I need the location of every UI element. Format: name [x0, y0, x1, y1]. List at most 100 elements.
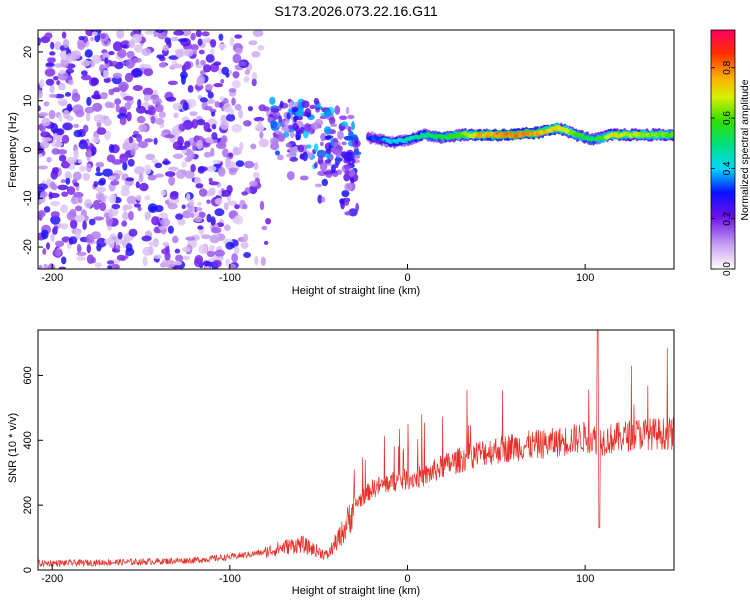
spectrogram-cell	[73, 191, 84, 199]
spectrogram-cell	[92, 102, 103, 112]
spectrogram-cell	[201, 234, 211, 240]
spectrogram-cell	[108, 51, 115, 56]
spectrogram-cell	[226, 113, 236, 122]
spectrogram-cell	[58, 82, 66, 91]
spectrogram-cell	[299, 175, 309, 181]
spectrogram-cell	[58, 69, 66, 74]
spectrogram-cell	[52, 76, 59, 81]
spectrogram-cell	[208, 181, 219, 186]
spectrogram-cell	[198, 188, 208, 197]
spectrogram-cell	[60, 179, 67, 184]
spectrogram-cell	[83, 124, 89, 133]
spectrogram-cell	[127, 158, 135, 167]
spectrogram-cell	[73, 123, 79, 128]
spectrogram-cell	[299, 153, 305, 160]
spectrogram-cell	[257, 120, 263, 130]
spectrogram-cell	[99, 64, 106, 73]
spectrogram-cell	[202, 243, 208, 251]
spectrogram-cell	[61, 134, 70, 144]
spectrogram-cell	[70, 50, 81, 60]
spectrogram-cell	[319, 162, 328, 172]
spectrogram-cell	[65, 177, 71, 185]
spectrogram-cell	[158, 225, 166, 230]
spectrogram-cell	[148, 241, 159, 247]
colorbar-tick-label: 0.4	[722, 161, 733, 175]
spectrogram-cell	[343, 164, 352, 170]
spectrogram-cell	[107, 265, 112, 269]
spectrogram-cell	[132, 57, 142, 63]
spectrogram-cell	[167, 202, 178, 210]
spectrogram-cell	[219, 96, 224, 102]
spectrogram-cell	[136, 115, 146, 124]
spectrogram-cell	[54, 248, 62, 257]
spectrogram-cell	[156, 104, 164, 113]
spectrogram-cell	[86, 163, 92, 173]
spectrogram-cell	[181, 161, 187, 168]
y-tick-label: 200	[22, 496, 34, 514]
spectrogram-cell	[164, 251, 171, 261]
spectrogram-cell	[343, 173, 351, 182]
spectrogram-cell	[38, 183, 48, 190]
spectrogram-cell	[71, 92, 81, 103]
spectrogram-cell	[54, 93, 65, 99]
spectrogram-cell	[197, 38, 203, 46]
spectrogram-cell	[93, 216, 105, 221]
spectrogram-ridge-cell	[670, 132, 674, 137]
spectrogram-cell	[291, 106, 299, 113]
spectrogram-cell	[159, 62, 167, 68]
spectrogram-cell	[197, 201, 202, 207]
spectrogram-cell	[86, 244, 92, 254]
spectrogram-cell	[153, 226, 161, 234]
spectrogram-cell	[58, 114, 63, 122]
spectrogram-cell	[86, 254, 95, 264]
spectrogram-cell	[74, 229, 81, 240]
spectrogram-cell	[93, 181, 99, 188]
spectrogram-cell	[41, 137, 53, 142]
spectrogram-cell	[162, 259, 174, 265]
spectrogram-cell	[293, 115, 297, 123]
spectrogram-cell	[147, 203, 158, 214]
spectrogram-cell	[167, 225, 174, 234]
spectrogram-cell	[135, 194, 142, 201]
spectrogram-cell	[124, 72, 134, 83]
spectrogram-cell	[195, 207, 203, 212]
spectrogram-cell	[100, 92, 108, 100]
spectrogram-cell	[81, 70, 88, 76]
spectrogram-cell	[309, 104, 316, 110]
spectrogram-cell	[207, 91, 214, 99]
spectrogram-cell	[304, 123, 311, 132]
spectrogram-cell	[38, 37, 41, 46]
spectrogram-cell	[324, 159, 332, 164]
spectrogram-cell	[323, 126, 332, 135]
spectrogram-cell	[175, 213, 184, 220]
spectrogram-cell	[123, 146, 133, 151]
spectrogram-cell	[86, 111, 91, 122]
spectrogram-cell	[57, 184, 69, 191]
spectrogram-cell	[320, 133, 327, 142]
spectrogram-cell	[183, 255, 190, 261]
spectrogram-cell	[112, 72, 122, 79]
spectrogram-cell	[122, 161, 128, 171]
spectrogram-cell	[168, 175, 176, 186]
spectrogram-cell	[54, 41, 62, 51]
spectrogram-cell	[108, 239, 115, 249]
spectrogram-cell	[203, 64, 212, 73]
spectrogram-cell	[40, 191, 48, 198]
spectrogram-cell	[158, 111, 166, 119]
spectrogram-cell	[40, 141, 50, 149]
spectrogram-cell	[196, 139, 204, 150]
spectrogram-cell	[173, 30, 185, 36]
spectrogram-cell	[104, 101, 113, 109]
spectrogram-cell	[195, 30, 202, 38]
spectrogram-cell	[205, 137, 214, 144]
spectrogram-cell	[134, 166, 145, 175]
spectrogram-cell	[170, 36, 179, 42]
spectrogram-cell	[210, 48, 215, 55]
spectrogram-cell	[251, 71, 258, 82]
spectrogram-cell	[148, 245, 154, 256]
spectrogram-cell	[108, 175, 116, 180]
spectrogram-cell	[66, 156, 77, 164]
spectrogram-cell	[234, 104, 242, 111]
spectrogram-cell	[58, 266, 67, 269]
